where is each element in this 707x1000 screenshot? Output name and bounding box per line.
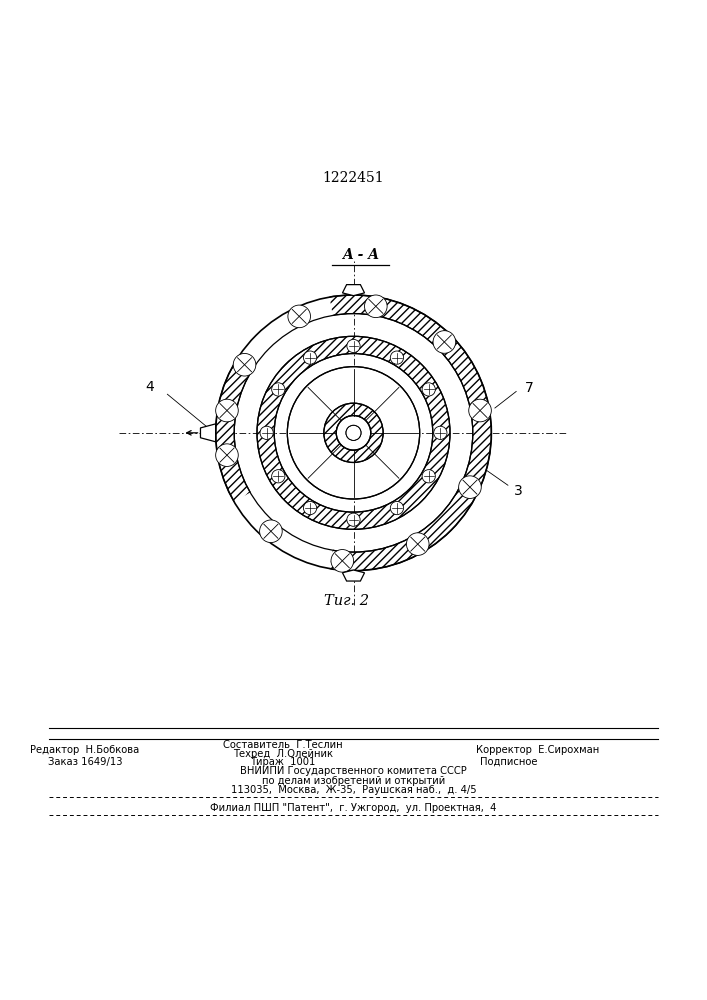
Text: A - A: A - A — [342, 248, 379, 262]
Circle shape — [469, 399, 491, 422]
Circle shape — [347, 513, 360, 526]
Circle shape — [260, 426, 274, 439]
Text: 7: 7 — [525, 381, 533, 395]
Circle shape — [347, 339, 360, 353]
Text: Τиг. 2: Τиг. 2 — [324, 594, 369, 608]
Circle shape — [216, 444, 238, 466]
Circle shape — [271, 470, 285, 483]
Circle shape — [365, 295, 387, 318]
Polygon shape — [201, 424, 216, 442]
Circle shape — [288, 305, 310, 328]
Circle shape — [407, 533, 429, 555]
Text: 3: 3 — [514, 484, 523, 498]
Text: по делам изобретений и открытий: по делам изобретений и открытий — [262, 776, 445, 786]
Circle shape — [422, 383, 436, 396]
Circle shape — [303, 501, 317, 515]
Text: Подписное: Подписное — [480, 757, 538, 767]
Text: Техред  Л.Олейник: Техред Л.Олейник — [233, 749, 333, 759]
Circle shape — [433, 331, 455, 353]
Circle shape — [287, 367, 420, 499]
Circle shape — [459, 476, 481, 498]
Circle shape — [233, 353, 256, 376]
Circle shape — [216, 399, 238, 422]
Circle shape — [433, 426, 447, 439]
Text: Корректор  Е.Сирохман: Корректор Е.Сирохман — [476, 745, 599, 755]
Wedge shape — [228, 433, 354, 575]
Text: Заказ 1649/13: Заказ 1649/13 — [47, 757, 122, 767]
Text: 1222451: 1222451 — [322, 171, 385, 185]
Text: 113035,  Москва,  Ж-35,  Раушская наб.,  д. 4/5: 113035, Москва, Ж-35, Раушская наб., д. … — [230, 785, 477, 795]
Circle shape — [422, 470, 436, 483]
Text: 4: 4 — [146, 380, 154, 394]
Circle shape — [259, 520, 282, 543]
Text: Филиал ПШП "Патент",  г. Ужгород,  ул. Проектная,  4: Филиал ПШП "Патент", г. Ужгород, ул. Про… — [210, 803, 497, 813]
Circle shape — [337, 416, 370, 450]
Text: ВНИИПИ Государственного комитета СССР: ВНИИПИ Государственного комитета СССР — [240, 766, 467, 776]
Circle shape — [390, 501, 404, 515]
Polygon shape — [342, 285, 365, 296]
Circle shape — [303, 351, 317, 364]
Circle shape — [331, 550, 354, 572]
Circle shape — [390, 351, 404, 364]
Wedge shape — [228, 290, 354, 433]
Text: Редактор  Н.Бобкова: Редактор Н.Бобкова — [30, 745, 139, 755]
Polygon shape — [342, 570, 365, 581]
Text: Составитель  Г.Теслин: Составитель Г.Теслин — [223, 740, 343, 750]
Circle shape — [271, 383, 285, 396]
Circle shape — [346, 425, 361, 440]
Text: Тираж  1001: Тираж 1001 — [250, 757, 315, 767]
